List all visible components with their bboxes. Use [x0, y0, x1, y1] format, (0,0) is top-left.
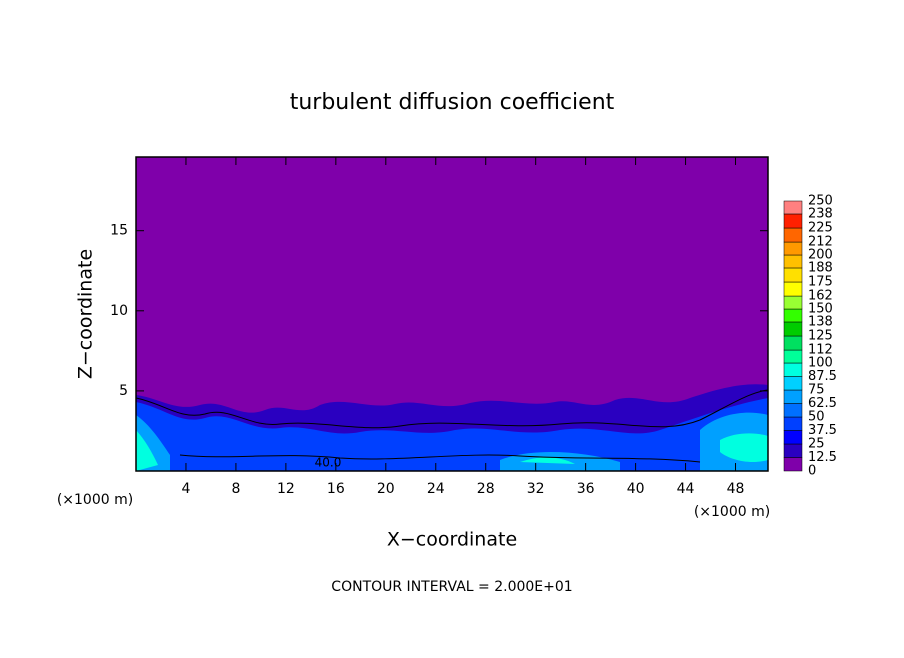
colorbar-label: 225	[808, 221, 833, 236]
colorbar-label: 162	[808, 289, 833, 304]
colorbar-band	[783, 335, 803, 351]
colorbar-band	[783, 430, 803, 445]
colorbar-label: 37.5	[808, 423, 837, 438]
colorbar-band	[783, 389, 803, 404]
colorbar-band	[783, 241, 803, 256]
colorbar-label: 75	[808, 383, 825, 398]
x-unit: (×1000 m)	[694, 504, 770, 520]
x-tick-label: 40	[627, 481, 645, 497]
y-tick-label: 5	[119, 383, 128, 399]
colorbar-label: 62.5	[808, 396, 837, 411]
colorbar-band	[783, 457, 803, 472]
colorbar-label: 50	[808, 410, 825, 425]
colorbar-label: 250	[808, 194, 833, 209]
colorbar-band	[783, 254, 803, 269]
colorbar-band	[783, 227, 803, 243]
field-region	[136, 398, 768, 471]
colorbar-band	[783, 213, 803, 229]
colorbar-label: 0	[808, 464, 816, 479]
plot-frame	[135, 156, 769, 472]
colorbar-label: 87.5	[808, 369, 837, 384]
colorbar-band	[783, 416, 803, 431]
field-region	[136, 412, 768, 471]
colorbar-label: 200	[808, 248, 833, 263]
colorbar-band	[783, 443, 803, 458]
x-tick-label: 12	[277, 481, 295, 497]
colorbar-band	[783, 362, 803, 377]
colorbar-label: 112	[808, 343, 833, 358]
colorbar-label: 12.5	[808, 450, 837, 465]
colorbar-band	[783, 200, 803, 215]
x-tick-label: 36	[577, 481, 595, 497]
colorbar-band	[783, 376, 803, 391]
contour-label: 40.0	[315, 456, 342, 470]
colorbar-label: 175	[808, 275, 833, 290]
colorbar-band	[783, 321, 803, 337]
colorbar-label: 25	[808, 437, 825, 452]
x-axis-label: X−coordinate	[387, 529, 517, 551]
x-tick-label: 32	[527, 481, 545, 497]
y-axis-label: Z−coordinate	[75, 249, 97, 379]
colorbar-band	[783, 295, 803, 310]
colorbar-label: 100	[808, 356, 833, 371]
x-tick-label: 44	[677, 481, 695, 497]
colorbar-band	[783, 403, 803, 418]
x-tick-label: 28	[477, 481, 495, 497]
contour-line	[135, 389, 769, 429]
colorbar-label: 238	[808, 206, 833, 221]
field	[135, 157, 769, 471]
footnote: CONTOUR INTERVAL = 2.000E+01	[331, 579, 572, 595]
x-tick-label: 4	[181, 481, 190, 497]
chart-title: turbulent diffusion coefficient	[290, 90, 615, 115]
colorbar-band	[783, 349, 803, 364]
colorbar-label: 188	[808, 260, 833, 275]
y-tick-label: 15	[110, 223, 128, 239]
colorbar-band	[783, 308, 803, 323]
x-tick-label: 24	[427, 481, 445, 497]
colorbar-label: 125	[808, 329, 833, 344]
x-tick-label: 20	[377, 481, 395, 497]
x-tick-label: 48	[727, 481, 745, 497]
y-unit: (×1000 m)	[57, 492, 133, 508]
x-tick-label: 8	[231, 481, 240, 497]
colorbar-band	[783, 267, 803, 283]
y-tick-label: 10	[110, 303, 128, 319]
contour-line	[179, 454, 701, 463]
colorbar-label: 138	[808, 314, 833, 329]
colorbar-label: 212	[808, 235, 833, 250]
colorbar-band	[783, 281, 803, 297]
colorbar-label: 150	[808, 302, 833, 317]
x-tick-label: 16	[327, 481, 345, 497]
